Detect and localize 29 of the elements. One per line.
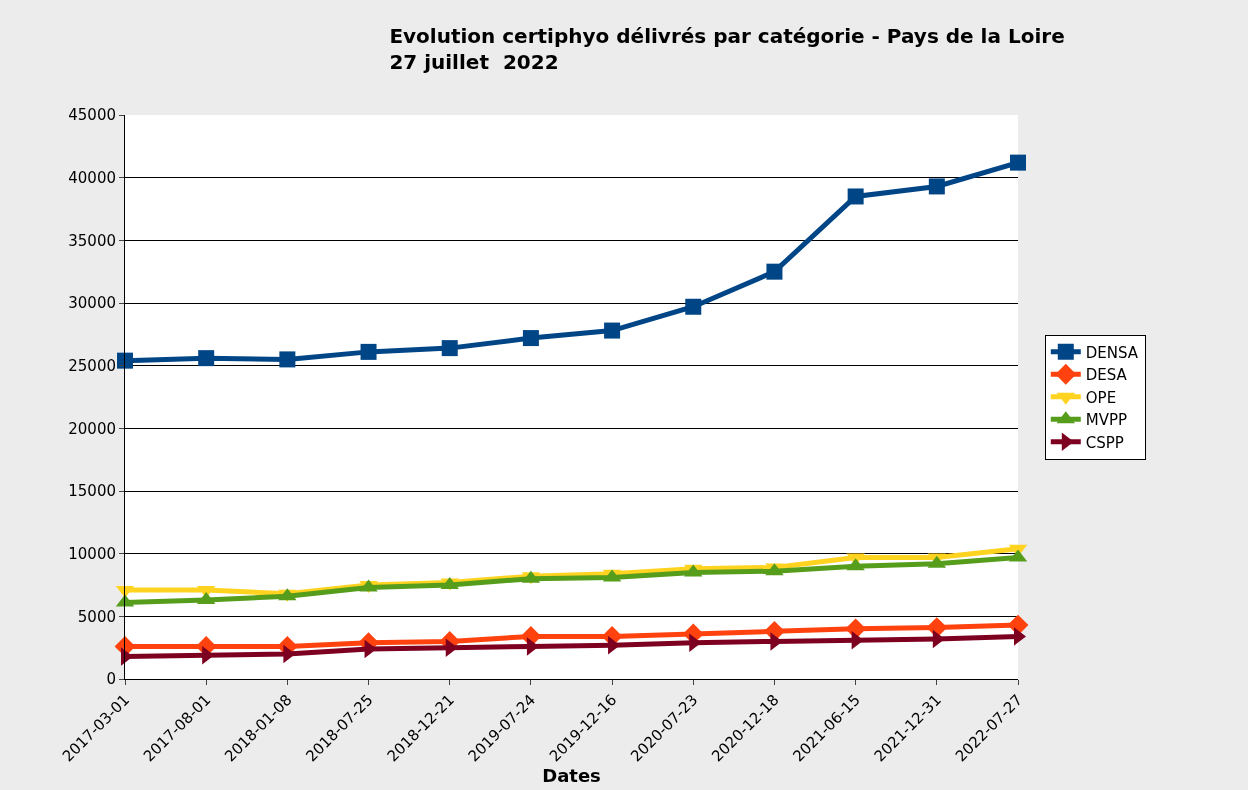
chart-title: Evolution certiphyo délivrés par catégorie - Pays de la Loire 27 juillet 2022 [389, 24, 1065, 75]
point [604, 322, 621, 339]
y-tick-label: 10000 [68, 544, 116, 563]
y-tick-label: 40000 [68, 168, 116, 187]
y-tick-label: 0 [106, 670, 116, 689]
point [522, 330, 539, 347]
legend-label: CSPP [1085, 433, 1124, 452]
legend-label: MVPP [1085, 411, 1128, 430]
y-tick-label: 5000 [77, 607, 116, 626]
legend-label: DESA [1085, 366, 1128, 385]
point [928, 178, 945, 195]
point [685, 298, 702, 315]
x-axis-title: Dates [542, 765, 601, 787]
y-tick-label: 20000 [68, 419, 116, 438]
y-tick-label: 45000 [68, 106, 116, 125]
point [360, 343, 377, 360]
y-tick-label: 30000 [68, 294, 116, 313]
legend-label: DENSA [1085, 343, 1139, 362]
y-tick-label: 35000 [68, 231, 116, 250]
point [198, 350, 215, 367]
point [117, 352, 133, 369]
legend-label: OPE [1085, 388, 1117, 407]
point [279, 351, 296, 368]
point [766, 263, 783, 280]
point [1010, 154, 1026, 171]
point [441, 340, 458, 357]
y-tick-label: 25000 [68, 356, 116, 375]
y-tick-label: 15000 [68, 482, 116, 501]
point [847, 188, 864, 205]
